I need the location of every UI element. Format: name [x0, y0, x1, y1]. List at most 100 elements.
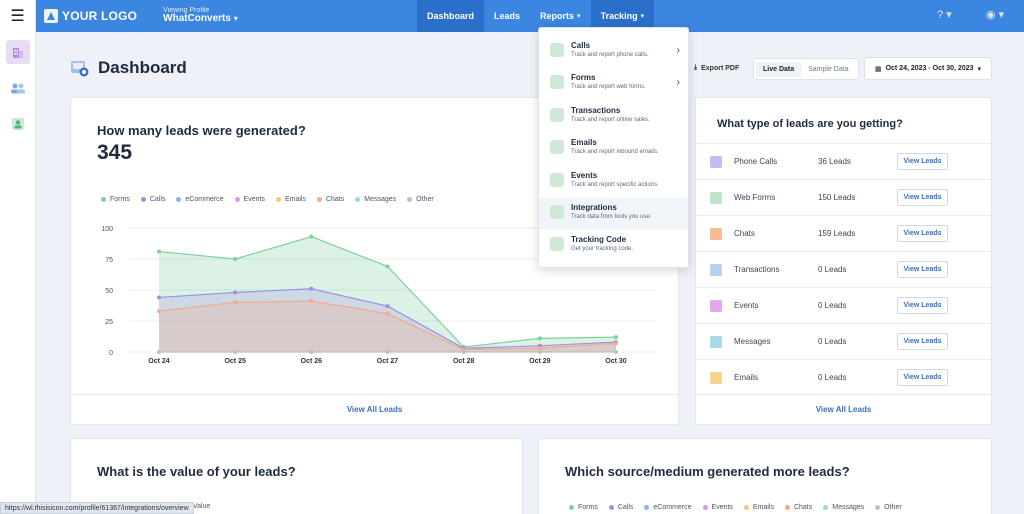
- tracking-menu-item-events[interactable]: Events Track and report specific actions.: [539, 166, 688, 198]
- view-all-leads-link[interactable]: View All Leads: [815, 405, 872, 414]
- data-point: [233, 300, 238, 305]
- menu-item-description: Track and report phone calls.: [571, 52, 649, 58]
- tracking-menu-item-emails[interactable]: Emails Track and report inbound emails.: [539, 133, 688, 165]
- source-chart-legend: Forms Calls eCommerce Events Emails Chats Mess…: [569, 504, 902, 511]
- legend-label: Other: [884, 504, 902, 511]
- view-leads-button[interactable]: View Leads: [897, 189, 948, 206]
- legend-label: Messages: [832, 504, 865, 511]
- leads-legend-item[interactable]: Emails: [275, 196, 306, 203]
- x-tick-label: Oct 26: [301, 358, 323, 365]
- live-data-option[interactable]: Live Data: [756, 61, 802, 77]
- y-tick-label: 25: [105, 319, 113, 326]
- source-legend-item[interactable]: Chats: [784, 504, 812, 511]
- export-pdf-button[interactable]: ⤓ Export PDF: [694, 64, 740, 72]
- tracking-menu-item-calls[interactable]: Calls Track and report phone calls. ›: [539, 36, 688, 68]
- menu-item-label: Tracking Code: [571, 235, 627, 245]
- source-legend-item[interactable]: Events: [702, 504, 733, 511]
- chevron-down-icon: ▾: [233, 14, 238, 24]
- menu-item-description: Track and report inbound emails.: [571, 149, 659, 156]
- tracking-menu-item-transactions[interactable]: Transactions Track and report online sale…: [539, 101, 688, 133]
- sample-data-option[interactable]: Sample Data: [808, 65, 849, 73]
- legend-dot-icon: [140, 197, 146, 202]
- divider: [696, 394, 991, 395]
- cart-icon: [710, 263, 722, 276]
- data-point: [537, 346, 542, 351]
- data-point: [309, 234, 314, 239]
- view-leads-button[interactable]: View Leads: [897, 333, 948, 350]
- leads-legend-item[interactable]: Events: [234, 196, 265, 203]
- lead-type-name: Transactions: [734, 265, 780, 274]
- data-point: [309, 299, 314, 304]
- legend-label: Messages: [364, 196, 397, 203]
- nav-dashboard[interactable]: Dashboard: [417, 0, 485, 32]
- view-all-leads-link[interactable]: View All Leads: [346, 405, 403, 414]
- source-legend-item[interactable]: Calls: [608, 504, 633, 511]
- lead-type-count: 0 Leads: [818, 265, 847, 274]
- legend-label: eCommerce: [653, 504, 692, 511]
- menu-item-description: Get your tracking code.: [571, 246, 634, 253]
- leads-legend-item[interactable]: eCommerce: [176, 196, 224, 203]
- source-legend-item[interactable]: Messages: [823, 504, 864, 511]
- data-point: [385, 304, 390, 309]
- logo[interactable]: YOUR LOGO: [44, 9, 137, 23]
- x-tick-label: Oct 24: [148, 358, 170, 365]
- legend-dot-icon: [407, 197, 413, 202]
- x-tick-label: Oct 28: [453, 358, 475, 365]
- chevron-down-icon: ▾: [640, 13, 645, 20]
- data-point: [233, 350, 238, 354]
- lead-type-name: Web Forms: [734, 193, 776, 202]
- lead-type-row: Web Forms 150 Leads View Leads: [696, 179, 991, 215]
- legend-dot-icon: [743, 505, 749, 510]
- profile-switcher[interactable]: Viewing Profile WhatConverts ▾: [163, 7, 238, 25]
- building-icon[interactable]: [6, 40, 30, 64]
- view-leads-button[interactable]: View Leads: [897, 261, 948, 278]
- source-card-title: Which source/medium generated more leads…: [565, 464, 850, 479]
- leads-legend-item[interactable]: Chats: [316, 196, 344, 203]
- tracking-menu-item-integrations[interactable]: Integrations Track data from tools you us…: [539, 198, 688, 230]
- hamburger-menu-icon[interactable]: ☰: [0, 0, 36, 32]
- source-legend-item[interactable]: eCommerce: [644, 504, 692, 511]
- legend-dot-icon: [234, 197, 240, 202]
- email-icon: [710, 371, 722, 384]
- leads-card-title: How many leads were generated?: [97, 123, 306, 138]
- data-point: [385, 311, 390, 316]
- view-leads-button[interactable]: View Leads: [897, 153, 948, 170]
- data-point: [157, 309, 161, 314]
- lead-type-name: Events: [734, 301, 759, 310]
- date-range-picker[interactable]: ▦ Oct 24, 2023 - Oct 30, 2023 ▾: [864, 57, 992, 80]
- lead-type-count: 159 Leads: [818, 229, 856, 238]
- source-legend-item[interactable]: Emails: [743, 504, 774, 511]
- menu-item-label: Integrations: [571, 203, 617, 212]
- lead-type-row: Events 0 Leads View Leads: [696, 287, 991, 323]
- leads-legend-item[interactable]: Other: [407, 196, 434, 203]
- email-icon: [550, 140, 564, 155]
- data-point: [614, 335, 618, 340]
- tracking-menu-item-forms[interactable]: Forms Track and report web forms. ›: [539, 68, 688, 100]
- account-icon[interactable]: ◉ ▾: [985, 9, 1004, 21]
- lead-type-name: Emails: [734, 373, 759, 382]
- menu-item-label: Forms: [571, 73, 596, 83]
- source-legend-item[interactable]: Forms: [569, 504, 598, 511]
- nav-reports[interactable]: Reports ▾: [540, 11, 581, 21]
- source-legend-item[interactable]: Other: [875, 504, 902, 511]
- leads-legend-item[interactable]: Forms: [101, 196, 130, 203]
- menu-item-description: Track and report online sales.: [571, 116, 650, 123]
- view-leads-button[interactable]: View Leads: [897, 225, 948, 242]
- legend-label: Events: [243, 196, 265, 203]
- help-icon[interactable]: ? ▾: [937, 9, 952, 21]
- chart-legend: Forms Calls eCommerce Events Emails Chats Mess…: [101, 196, 434, 203]
- lead-type-count: 150 Leads: [818, 193, 856, 202]
- view-leads-button[interactable]: View Leads: [897, 369, 948, 386]
- leads-legend-item[interactable]: Messages: [355, 196, 396, 203]
- tracking-menu-item-tracking-code[interactable]: Tracking Code Get your tracking code.: [539, 230, 688, 262]
- view-leads-button[interactable]: View Leads: [897, 297, 948, 314]
- lead-type-name: Phone Calls: [734, 157, 778, 166]
- divider: [71, 394, 678, 395]
- lead-type-row: Phone Calls 36 Leads View Leads: [696, 143, 991, 179]
- nav-tracking[interactable]: Tracking ▾: [590, 0, 655, 32]
- page-title: Dashboard: [70, 58, 187, 78]
- user-icon[interactable]: [6, 112, 30, 136]
- team-icon[interactable]: [6, 76, 30, 100]
- leads-legend-item[interactable]: Calls: [140, 196, 165, 203]
- nav-leads[interactable]: Leads: [494, 11, 521, 21]
